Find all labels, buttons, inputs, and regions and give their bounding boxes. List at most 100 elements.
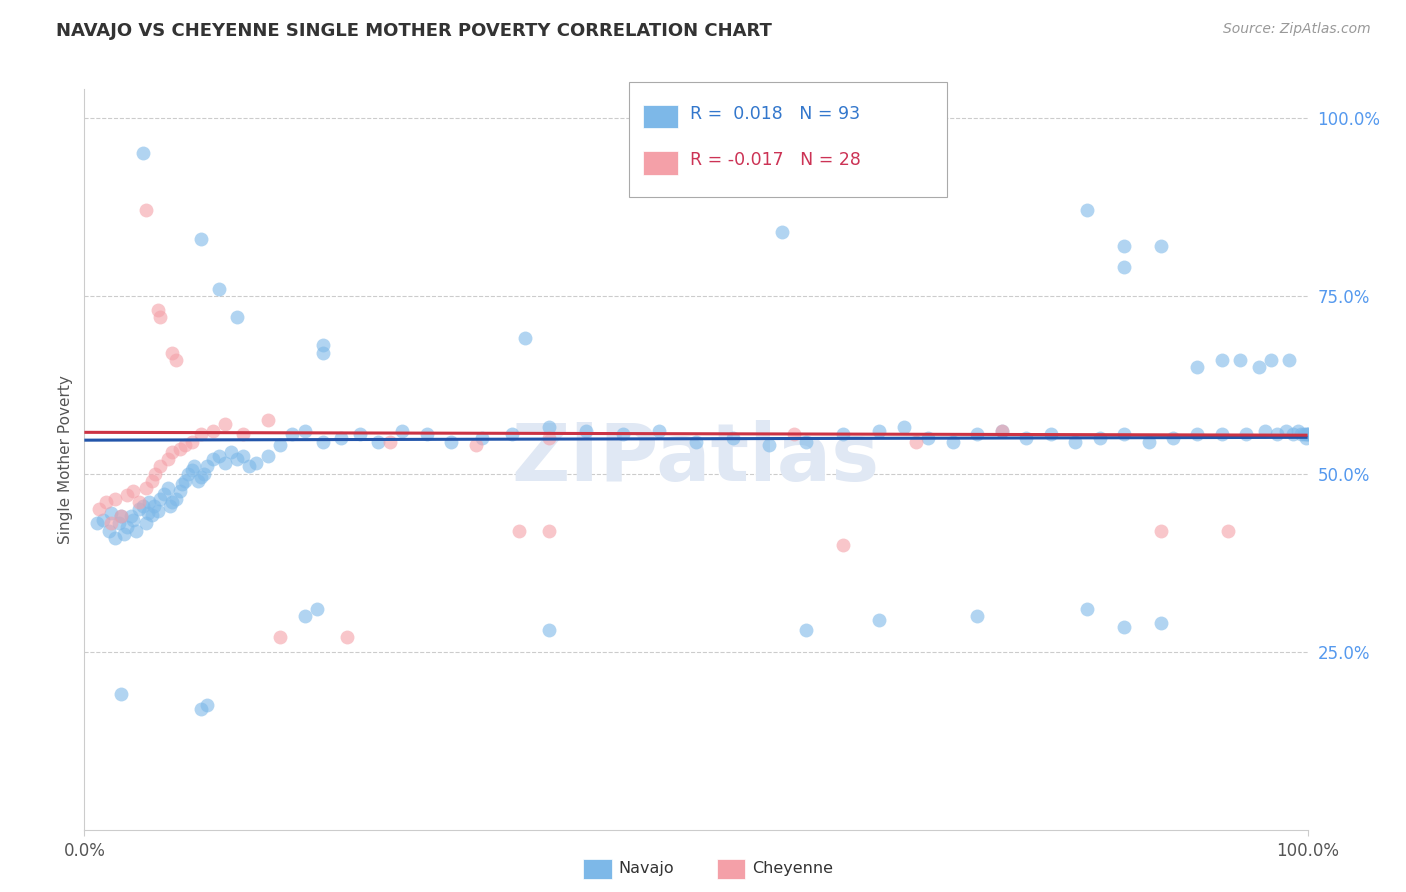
Point [794, 624, 817, 638]
FancyBboxPatch shape [628, 82, 946, 196]
Point [190, 470, 212, 484]
Point [149, 310, 172, 324]
Point [110, 687, 132, 701]
Point [1295, 431, 1317, 445]
Point [208, 449, 231, 463]
Point [991, 424, 1014, 438]
Point [100, 506, 122, 520]
Point [153, 486, 176, 500]
Point [86, 516, 108, 531]
Point [1076, 203, 1098, 218]
Point [173, 438, 195, 452]
Point [195, 698, 218, 712]
Point [502, 427, 524, 442]
Point [128, 502, 150, 516]
Point [513, 331, 536, 345]
Text: Source: ZipAtlas.com: Source: ZipAtlas.com [1223, 22, 1371, 37]
Point [783, 427, 806, 442]
Point [1278, 352, 1301, 367]
Point [257, 449, 280, 463]
Point [1150, 616, 1173, 631]
Point [294, 424, 316, 438]
Point [173, 474, 195, 488]
Point [1292, 427, 1315, 442]
Point [159, 499, 181, 513]
Point [87, 502, 110, 516]
Point [143, 499, 166, 513]
Point [869, 424, 891, 438]
Point [214, 456, 236, 470]
Point [128, 495, 150, 509]
Point [538, 431, 561, 445]
Point [190, 427, 212, 442]
Point [1015, 431, 1038, 445]
Point [143, 467, 166, 481]
Point [232, 449, 254, 463]
Point [721, 431, 744, 445]
Point [219, 445, 242, 459]
Point [141, 474, 163, 488]
Point [104, 491, 127, 506]
Point [110, 509, 132, 524]
Point [115, 520, 138, 534]
Point [141, 508, 163, 522]
Point [1247, 359, 1270, 374]
Point [132, 499, 155, 513]
Point [183, 459, 205, 474]
Point [146, 503, 169, 517]
Point [1076, 602, 1098, 616]
Point [416, 427, 439, 442]
Point [1039, 427, 1062, 442]
Point [104, 531, 127, 545]
Point [794, 434, 817, 449]
Text: R =  0.018   N = 93: R = 0.018 N = 93 [690, 104, 860, 122]
Point [269, 631, 291, 645]
Point [281, 427, 304, 442]
Point [1064, 434, 1087, 449]
Point [201, 452, 224, 467]
Point [181, 463, 204, 477]
Point [238, 459, 260, 474]
Point [917, 431, 939, 445]
Point [1114, 260, 1136, 275]
Point [136, 506, 159, 520]
Point [135, 203, 157, 218]
Point [367, 434, 389, 449]
Y-axis label: Single Mother Poverty: Single Mother Poverty [58, 375, 73, 544]
Point [91, 513, 114, 527]
Point [1295, 427, 1317, 442]
Point [1229, 352, 1251, 367]
Text: Navajo: Navajo [619, 862, 675, 876]
Point [336, 631, 359, 645]
Point [1216, 524, 1239, 538]
Point [893, 420, 915, 434]
Point [169, 484, 191, 499]
Point [226, 452, 249, 467]
Point [172, 477, 194, 491]
Point [1211, 352, 1233, 367]
Bar [644, 104, 678, 128]
Point [165, 352, 187, 367]
Point [330, 431, 353, 445]
Point [471, 431, 494, 445]
Point [1187, 359, 1209, 374]
Point [1161, 431, 1184, 445]
Point [135, 516, 157, 531]
Point [190, 232, 212, 246]
Point [869, 613, 891, 627]
Point [831, 538, 853, 552]
Point [135, 481, 157, 495]
Point [177, 467, 200, 481]
Point [1114, 620, 1136, 634]
Point [966, 609, 988, 624]
Point [991, 424, 1014, 438]
Point [100, 516, 122, 531]
Point [162, 495, 184, 509]
Point [966, 427, 988, 442]
Text: Cheyenne: Cheyenne [752, 862, 834, 876]
Point [149, 491, 172, 506]
Point [391, 424, 413, 438]
Point [1274, 424, 1296, 438]
Point [312, 434, 335, 449]
Point [1254, 424, 1277, 438]
